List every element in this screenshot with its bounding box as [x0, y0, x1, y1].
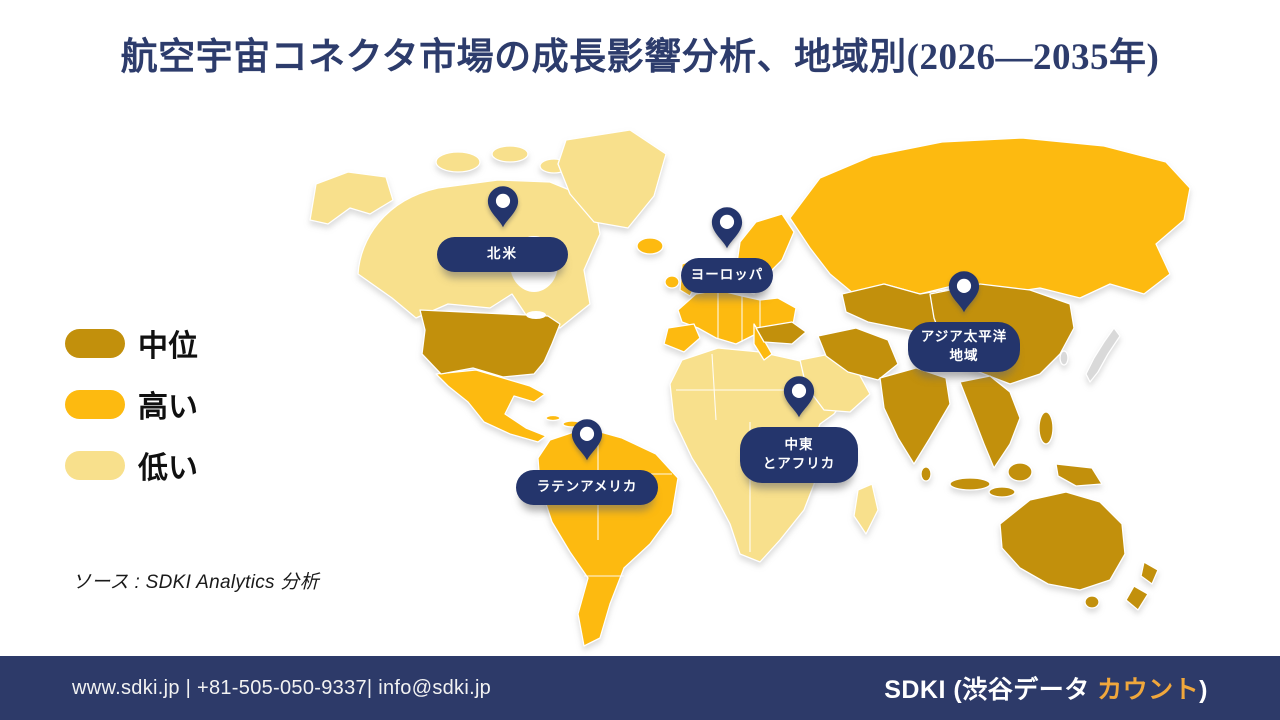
region-philippines: [1038, 411, 1054, 445]
region-caribbean: [545, 414, 561, 422]
map-pin-group-latin-america: ラテンアメリカ: [516, 418, 658, 505]
region-label-north-america: 北米: [437, 237, 568, 272]
region-australia: [999, 491, 1126, 591]
legend-swatch-high: [65, 389, 125, 419]
region-japan: [1085, 327, 1121, 383]
region-label-asia-pacific: アジア太平洋 地域: [908, 322, 1020, 372]
region-sri-lanka: [920, 466, 932, 482]
legend-item-medium: 中位: [65, 321, 198, 365]
region-iceland: [636, 237, 664, 255]
footer-contact: www.sdki.jp | +81-505-050-9337| info@sdk…: [72, 676, 492, 699]
region-new-zealand: [1125, 585, 1149, 611]
legend-label: 低い: [138, 452, 198, 485]
region-tasmania: [1084, 595, 1100, 609]
map-pin-group-asia-pacific: アジア太平洋 地域: [908, 270, 1020, 372]
legend-item-low: 低い: [65, 443, 198, 487]
region-madagascar: [853, 483, 879, 535]
region-turkey: [755, 321, 807, 345]
region-label-latin-america: ラテンアメリカ: [516, 470, 658, 505]
map-pin-group-europe: ヨーロッパ: [681, 206, 773, 293]
region-alaska: [309, 171, 394, 225]
region-usa: [419, 309, 561, 378]
region-papua-new-guinea: [1055, 463, 1103, 487]
legend-label: 高い: [138, 391, 198, 424]
region-mexico-central-america: [435, 369, 547, 443]
region-borneo: [1007, 462, 1033, 482]
legend-swatch-medium: [65, 328, 125, 358]
map-pin-icon: [711, 207, 743, 249]
map-pin-icon: [783, 376, 815, 418]
legend-swatch-low: [65, 450, 125, 480]
africa-country-borders: [676, 353, 838, 552]
footer-brand-suffix: ): [1199, 676, 1208, 704]
region-greenland: [557, 129, 667, 229]
region-korea: [1059, 350, 1069, 366]
region-southeast-asia: [959, 375, 1021, 469]
region-iberia: [663, 323, 701, 353]
region-indonesia: [988, 486, 1016, 498]
region-indonesia: [949, 477, 991, 491]
region-label-europe: ヨーロッパ: [681, 258, 773, 293]
region-new-zealand: [1140, 561, 1159, 585]
footer-brand-highlight: カウント: [1097, 676, 1200, 704]
legend: 中位 高い 低い: [65, 321, 198, 487]
region-arctic-islands: [435, 151, 481, 173]
map-pin-group-north-america: 北米: [437, 185, 568, 272]
page-title: 航空宇宙コネクタ市場の成長影響分析、地域別(2026—2035年): [120, 37, 1160, 78]
footer-brand-prefix: SDKI (渋谷データ: [884, 676, 1098, 704]
region-iran-iraq: [817, 327, 899, 381]
map-pin-icon: [571, 419, 603, 461]
great-lakes: [526, 311, 546, 319]
legend-label: 中位: [138, 330, 198, 363]
region-india: [879, 367, 951, 465]
map-pin-icon: [948, 271, 980, 313]
map-pin-icon: [487, 186, 518, 228]
region-arctic-islands: [491, 145, 529, 163]
footer-brand: SDKI (渋谷データ カウント): [884, 670, 1208, 706]
region-label-middle-east-africa: 中東 とアフリカ: [740, 427, 858, 483]
footer-bar: www.sdki.jp | +81-505-050-9337| info@sdk…: [0, 656, 1280, 720]
legend-item-high: 高い: [65, 382, 198, 426]
source-note: ソース : SDKI Analytics 分析: [72, 572, 320, 593]
map-pin-group-middle-east-africa: 中東 とアフリカ: [740, 375, 858, 483]
region-ireland: [664, 275, 680, 289]
